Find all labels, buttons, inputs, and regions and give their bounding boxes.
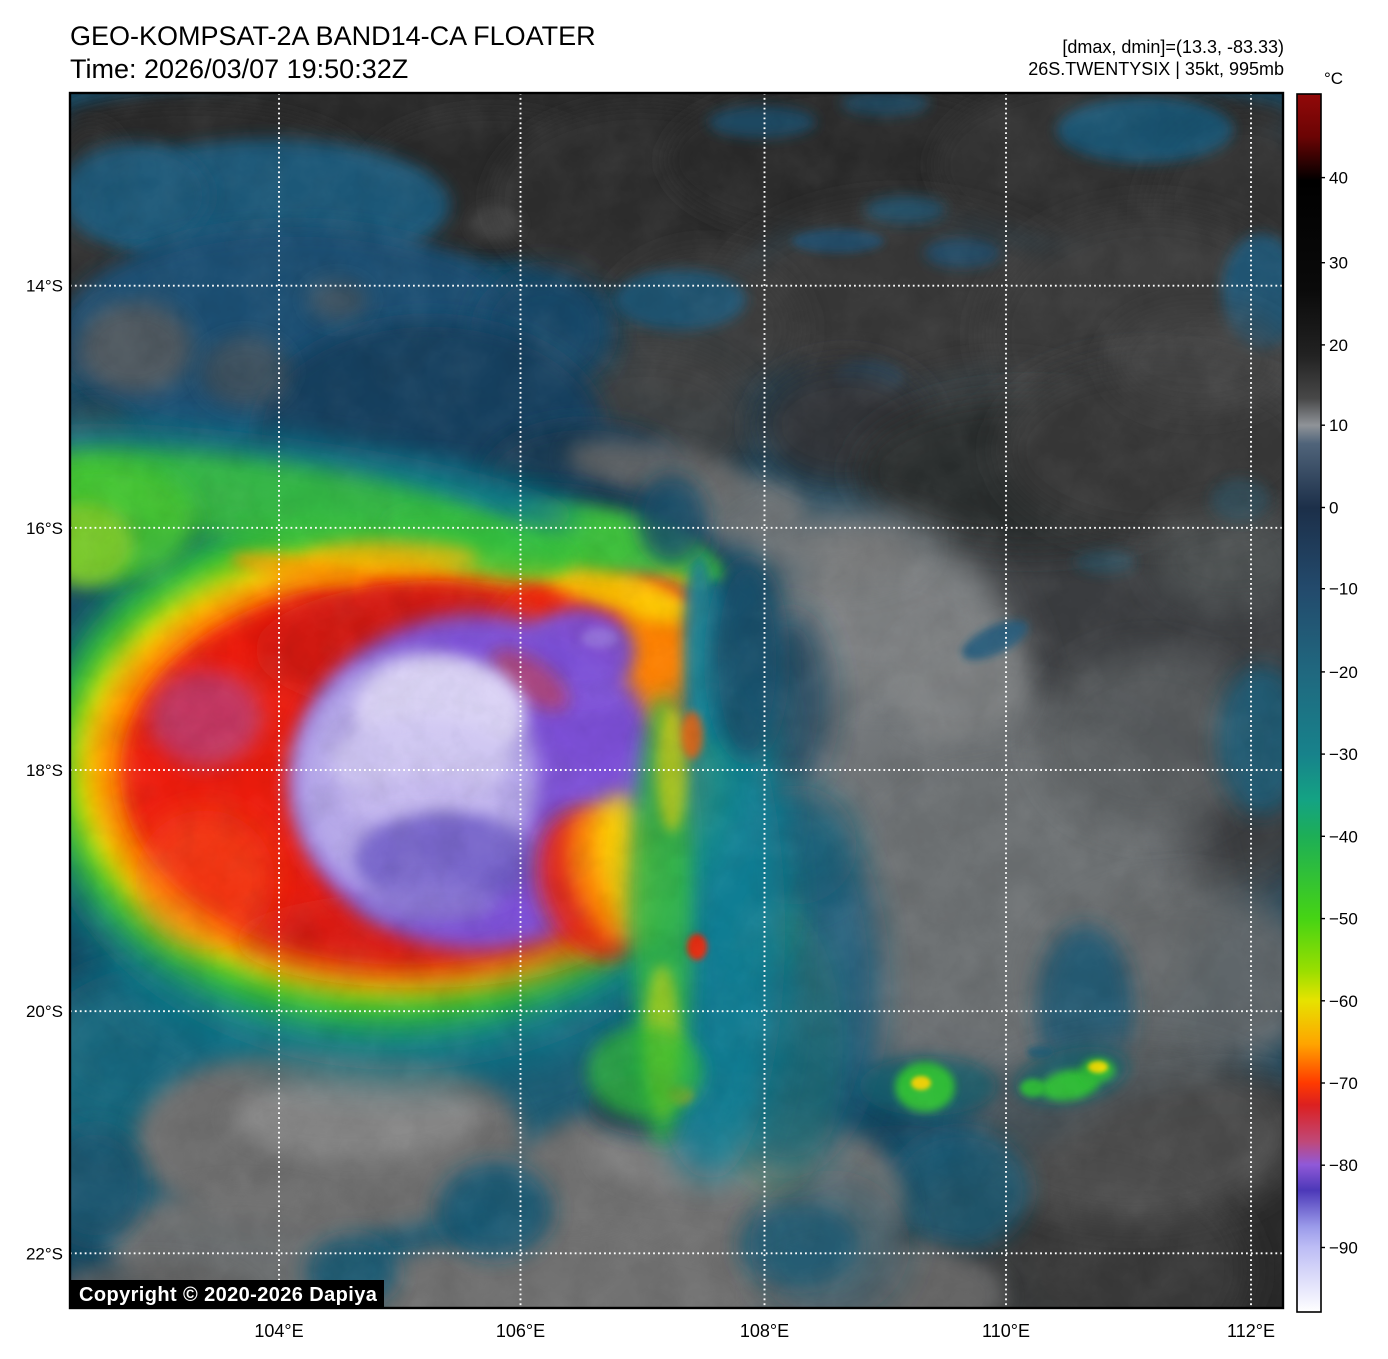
svg-text:Time: 2026/03/07 19:50:32Z: Time: 2026/03/07 19:50:32Z xyxy=(70,54,408,84)
svg-text:−50: −50 xyxy=(1329,910,1358,929)
svg-text:GEO-KOMPSAT-2A BAND14-CA FLOAT: GEO-KOMPSAT-2A BAND14-CA FLOATER xyxy=(70,21,596,51)
svg-text:10: 10 xyxy=(1329,416,1348,435)
svg-text:Copyright © 2020-2026 Dapiya: Copyright © 2020-2026 Dapiya xyxy=(79,1284,378,1306)
svg-text:112°E: 112°E xyxy=(1227,1321,1275,1341)
svg-text:104°E: 104°E xyxy=(254,1321,303,1341)
svg-text:16°S: 16°S xyxy=(26,519,63,538)
svg-text:108°E: 108°E xyxy=(740,1321,789,1341)
svg-text:30: 30 xyxy=(1329,254,1348,273)
svg-text:110°E: 110°E xyxy=(982,1321,1030,1341)
svg-text:40: 40 xyxy=(1329,169,1348,188)
svg-text:−40: −40 xyxy=(1329,827,1358,846)
svg-text:[dmax, dmin]=(13.3, -83.33): [dmax, dmin]=(13.3, -83.33) xyxy=(1062,37,1284,57)
svg-text:0: 0 xyxy=(1329,499,1338,518)
svg-text:14°S: 14°S xyxy=(26,277,63,296)
svg-text:18°S: 18°S xyxy=(26,761,63,780)
svg-text:−20: −20 xyxy=(1329,663,1358,682)
svg-text:−30: −30 xyxy=(1329,745,1358,764)
svg-text:26S.TWENTYSIX | 35kt, 995mb: 26S.TWENTYSIX | 35kt, 995mb xyxy=(1028,59,1284,79)
svg-text:°C: °C xyxy=(1324,69,1343,88)
svg-text:−10: −10 xyxy=(1329,580,1358,599)
svg-text:20: 20 xyxy=(1329,336,1348,355)
svg-text:106°E: 106°E xyxy=(496,1321,545,1341)
svg-text:−80: −80 xyxy=(1329,1156,1358,1175)
svg-text:20°S: 20°S xyxy=(26,1002,63,1021)
svg-text:22°S: 22°S xyxy=(26,1244,63,1263)
svg-text:−60: −60 xyxy=(1329,992,1358,1011)
svg-text:−70: −70 xyxy=(1329,1074,1358,1093)
svg-text:−90: −90 xyxy=(1329,1239,1358,1258)
